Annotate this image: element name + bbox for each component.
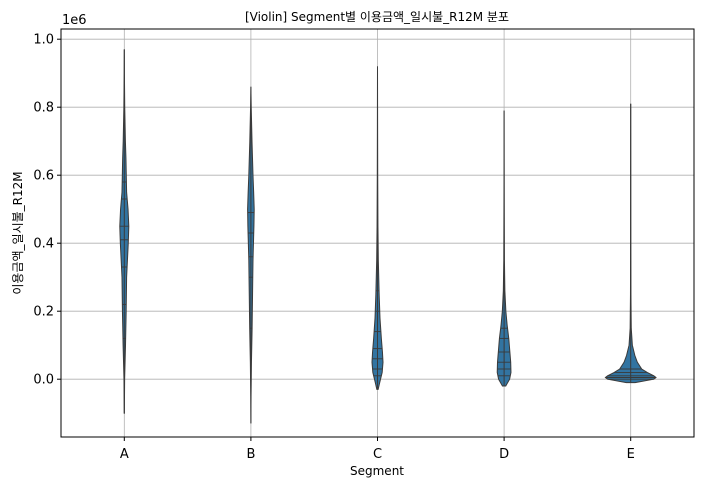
violin-D bbox=[496, 110, 512, 387]
y-tick-label: 0.4 bbox=[33, 237, 54, 252]
violin-B bbox=[247, 86, 255, 424]
y-offset-label: 1e6 bbox=[62, 13, 87, 28]
violins bbox=[119, 49, 657, 424]
x-tick-label: C bbox=[373, 447, 382, 462]
x-axis-label: Segment bbox=[350, 464, 404, 478]
x-tick-label: A bbox=[120, 447, 129, 462]
violin-A bbox=[119, 49, 130, 414]
violin-E bbox=[604, 103, 657, 384]
x-tick-label: D bbox=[499, 447, 509, 462]
y-axis-label: 이용금액_일시불_R12M bbox=[11, 171, 25, 294]
y-tick-label: 0.8 bbox=[33, 101, 54, 116]
y-tick-label: 0.0 bbox=[33, 373, 54, 388]
y-tick-label: 0.6 bbox=[33, 169, 54, 184]
x-tick-label: E bbox=[627, 447, 635, 462]
chart-title: [Violin] Segment별 이용금액_일시불_R12M 분포 bbox=[245, 10, 509, 24]
x-ticks: A B C D E bbox=[120, 437, 635, 462]
y-ticks: 0.0 0.2 0.4 0.6 0.8 1.0 bbox=[33, 33, 61, 388]
x-tick-label: B bbox=[246, 447, 255, 462]
violin-C bbox=[371, 66, 384, 390]
y-tick-label: 1.0 bbox=[33, 33, 54, 48]
y-tick-label: 0.2 bbox=[33, 305, 54, 320]
